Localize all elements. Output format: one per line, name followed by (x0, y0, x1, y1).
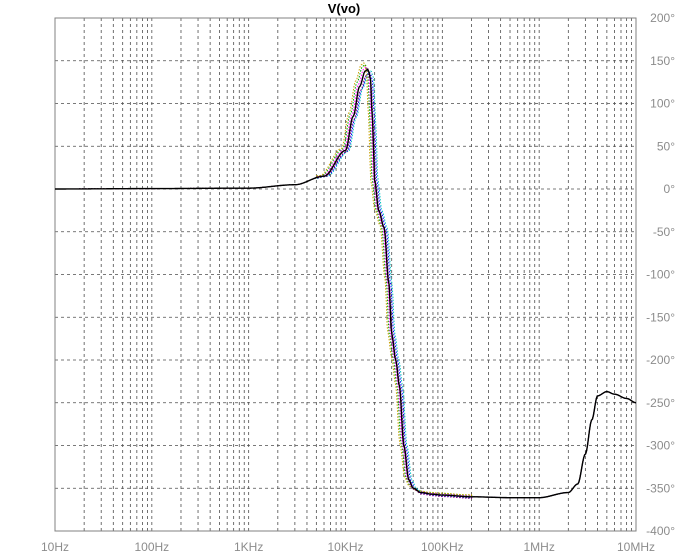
grid-lines (55, 18, 636, 531)
x-tick-labels: 10Hz 100Hz 1KHz 10KHz 100KHz 1MHz 10MHz (41, 540, 655, 554)
series-lines (55, 62, 637, 499)
y-tick-label: 0° (664, 182, 676, 196)
x-tick-label: 10MHz (617, 540, 655, 554)
x-tick-label: 1KHz (234, 540, 263, 554)
y-tick-label: 100° (650, 97, 675, 111)
y-tick-label: 50° (657, 139, 675, 153)
series-line (55, 68, 637, 499)
x-tick-label: 10Hz (41, 540, 69, 554)
y-tick-label: -200° (646, 353, 675, 367)
x-tick-label: 100Hz (134, 540, 169, 554)
x-tick-label: 1MHz (523, 540, 554, 554)
y-tick-labels: 200° 150° 100° 50° 0° -50° -100° -150° -200° -250… (646, 11, 675, 538)
y-tick-label: 200° (650, 11, 675, 25)
y-tick-label: -250° (646, 396, 675, 410)
y-tick-label: -400° (646, 524, 675, 538)
y-tick-label: -100° (646, 268, 675, 282)
y-tick-label: -300° (646, 439, 675, 453)
y-tick-label: -350° (646, 481, 675, 495)
y-tick-label: -50° (653, 225, 675, 239)
plot-frame (54, 17, 637, 532)
x-tick-label: 100KHz (421, 540, 464, 554)
y-tick-label: -150° (646, 310, 675, 324)
x-tick-label: 10KHz (327, 540, 363, 554)
y-tick-label: 150° (650, 54, 675, 68)
chart-title: V(vo) (328, 1, 361, 16)
plot-border (54, 17, 637, 532)
